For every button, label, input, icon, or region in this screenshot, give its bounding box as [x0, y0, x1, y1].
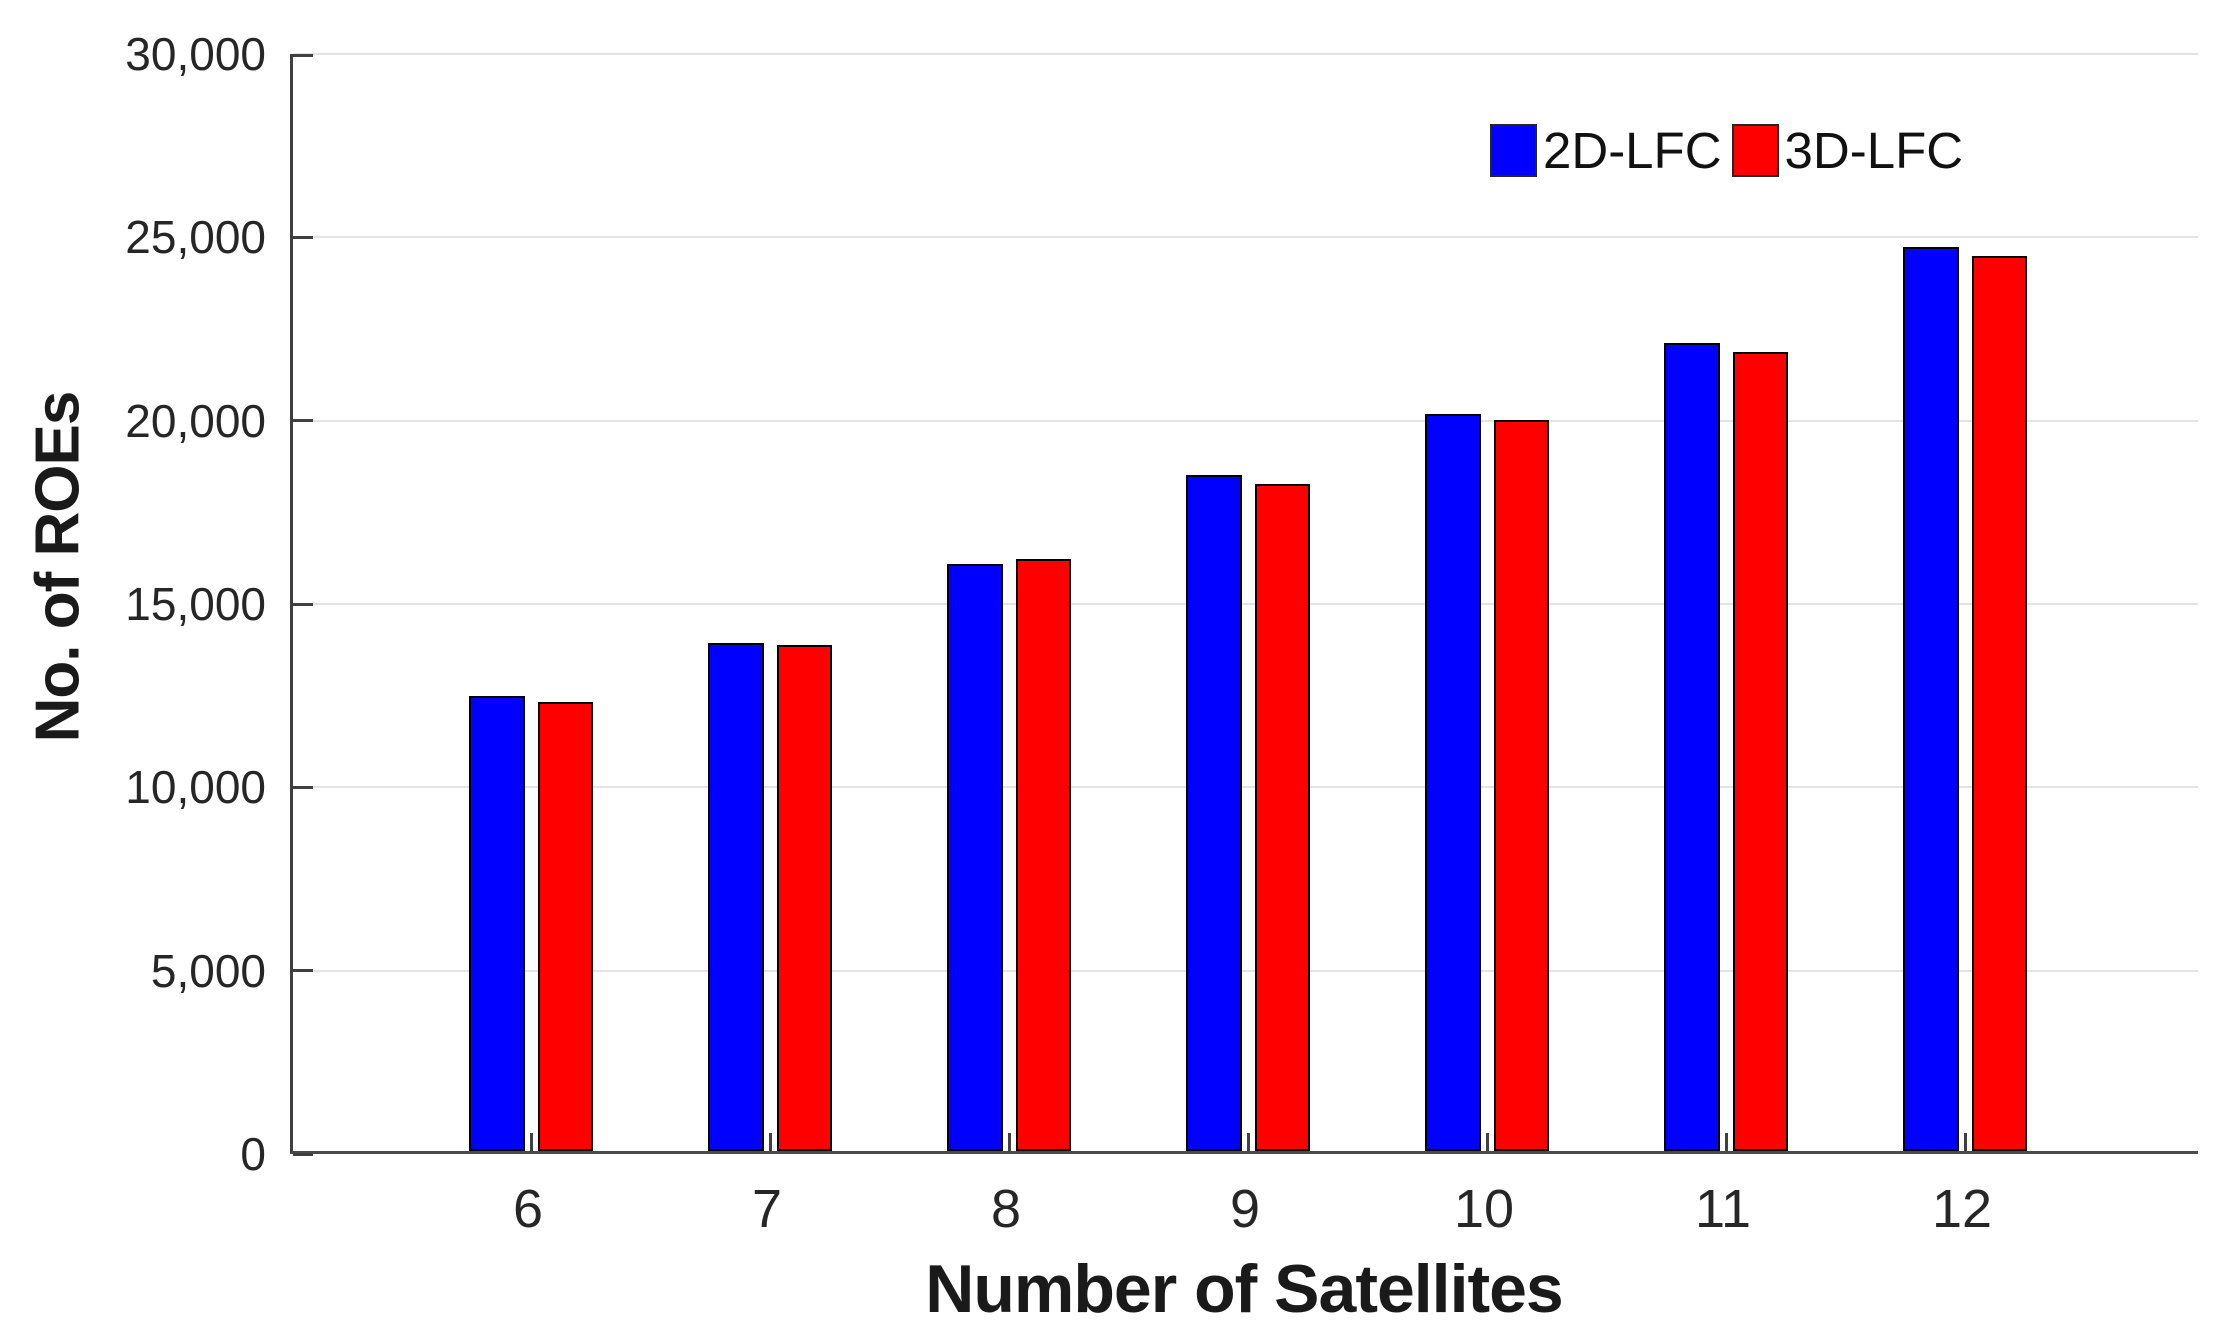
y-tick-label-15000: 15,000	[125, 578, 266, 630]
bar-2d-lfc-12	[1903, 247, 1959, 1151]
y-tick-label-25000: 25,000	[125, 211, 266, 264]
legend-label-2d-lfc: 2D-LFC	[1543, 122, 1722, 179]
x-tick-mark-7	[768, 1133, 772, 1151]
y-tick-mark-0	[293, 1152, 313, 1156]
bar-2d-lfc-8	[947, 564, 1003, 1151]
bar-2d-lfc-10	[1425, 414, 1481, 1151]
gridline-20000	[293, 419, 2198, 422]
y-tick-mark-15000	[293, 602, 313, 606]
y-tick-mark-30000	[293, 54, 313, 57]
gridline-25000	[293, 236, 2198, 239]
legend-item-3d-lfc: 3D-LFC	[1731, 121, 1974, 180]
y-tick-label-5000: 5,000	[150, 944, 266, 997]
x-tick-label-11: 11	[1694, 1179, 1752, 1239]
y-axis-title: No. of ROEs	[23, 391, 93, 743]
x-tick-label-7: 7	[751, 1179, 783, 1239]
y-tick-mark-25000	[293, 235, 313, 239]
legend: 2D-LFC 3D-LFC	[1490, 121, 1973, 180]
bar-3d-lfc-10	[1494, 419, 1549, 1151]
gridline-5000	[293, 969, 2198, 972]
legend-swatch-2d-lfc	[1490, 124, 1537, 177]
x-tick-label-9: 9	[1229, 1179, 1261, 1239]
y-tick-mark-5000	[293, 969, 313, 973]
x-tick-label-10: 10	[1453, 1179, 1515, 1239]
x-tick-mark-9	[1246, 1133, 1250, 1151]
bar-3d-lfc-6	[538, 701, 593, 1151]
x-tick-mark-8	[1007, 1133, 1011, 1151]
bar-2d-lfc-9	[1186, 474, 1242, 1151]
bar-3d-lfc-11	[1733, 351, 1788, 1151]
gridline-15000	[293, 603, 2198, 605]
x-tick-mark-6	[529, 1133, 533, 1151]
x-tick-label-12: 12	[1931, 1179, 1993, 1239]
plot-area	[290, 53, 2198, 1156]
bar-3d-lfc-7	[777, 645, 832, 1151]
y-tick-label-20000: 20,000	[125, 394, 266, 447]
bar-3d-lfc-8	[1016, 558, 1071, 1151]
x-tick-label-8: 8	[990, 1179, 1022, 1239]
x-tick-mark-12	[1963, 1133, 1967, 1151]
y-tick-label-30000: 30,000	[125, 28, 266, 80]
gridline-30000	[293, 53, 2198, 55]
gridline-10000	[293, 786, 2198, 789]
x-axis-tick-labels: 6 7 8 9 10 11 12	[290, 1178, 2198, 1239]
bar-2d-lfc-7	[708, 643, 764, 1151]
x-tick-label-6: 6	[512, 1179, 544, 1239]
y-axis-tick-labels: 0 5,000 10,000 15,000 20,000 25,000 30,000	[0, 28, 266, 1180]
bar-3d-lfc-9	[1255, 483, 1310, 1151]
x-tick-mark-10	[1485, 1133, 1489, 1151]
bar-2d-lfc-11	[1664, 342, 1720, 1151]
y-tick-mark-10000	[293, 785, 313, 789]
y-tick-label-0: 0	[240, 1128, 266, 1180]
bar-2d-lfc-6	[469, 696, 525, 1151]
legend-item-2d-lfc: 2D-LFC	[1490, 121, 1732, 180]
legend-label-3d-lfc: 3D-LFC	[1784, 122, 1964, 179]
y-tick-mark-20000	[293, 419, 313, 423]
x-axis-title: Number of Satellites	[925, 1251, 1563, 1327]
bar-3d-lfc-12	[1972, 256, 2027, 1151]
y-tick-label-10000: 10,000	[125, 761, 266, 814]
x-tick-mark-11	[1724, 1133, 1728, 1151]
legend-swatch-3d-lfc	[1731, 124, 1779, 177]
